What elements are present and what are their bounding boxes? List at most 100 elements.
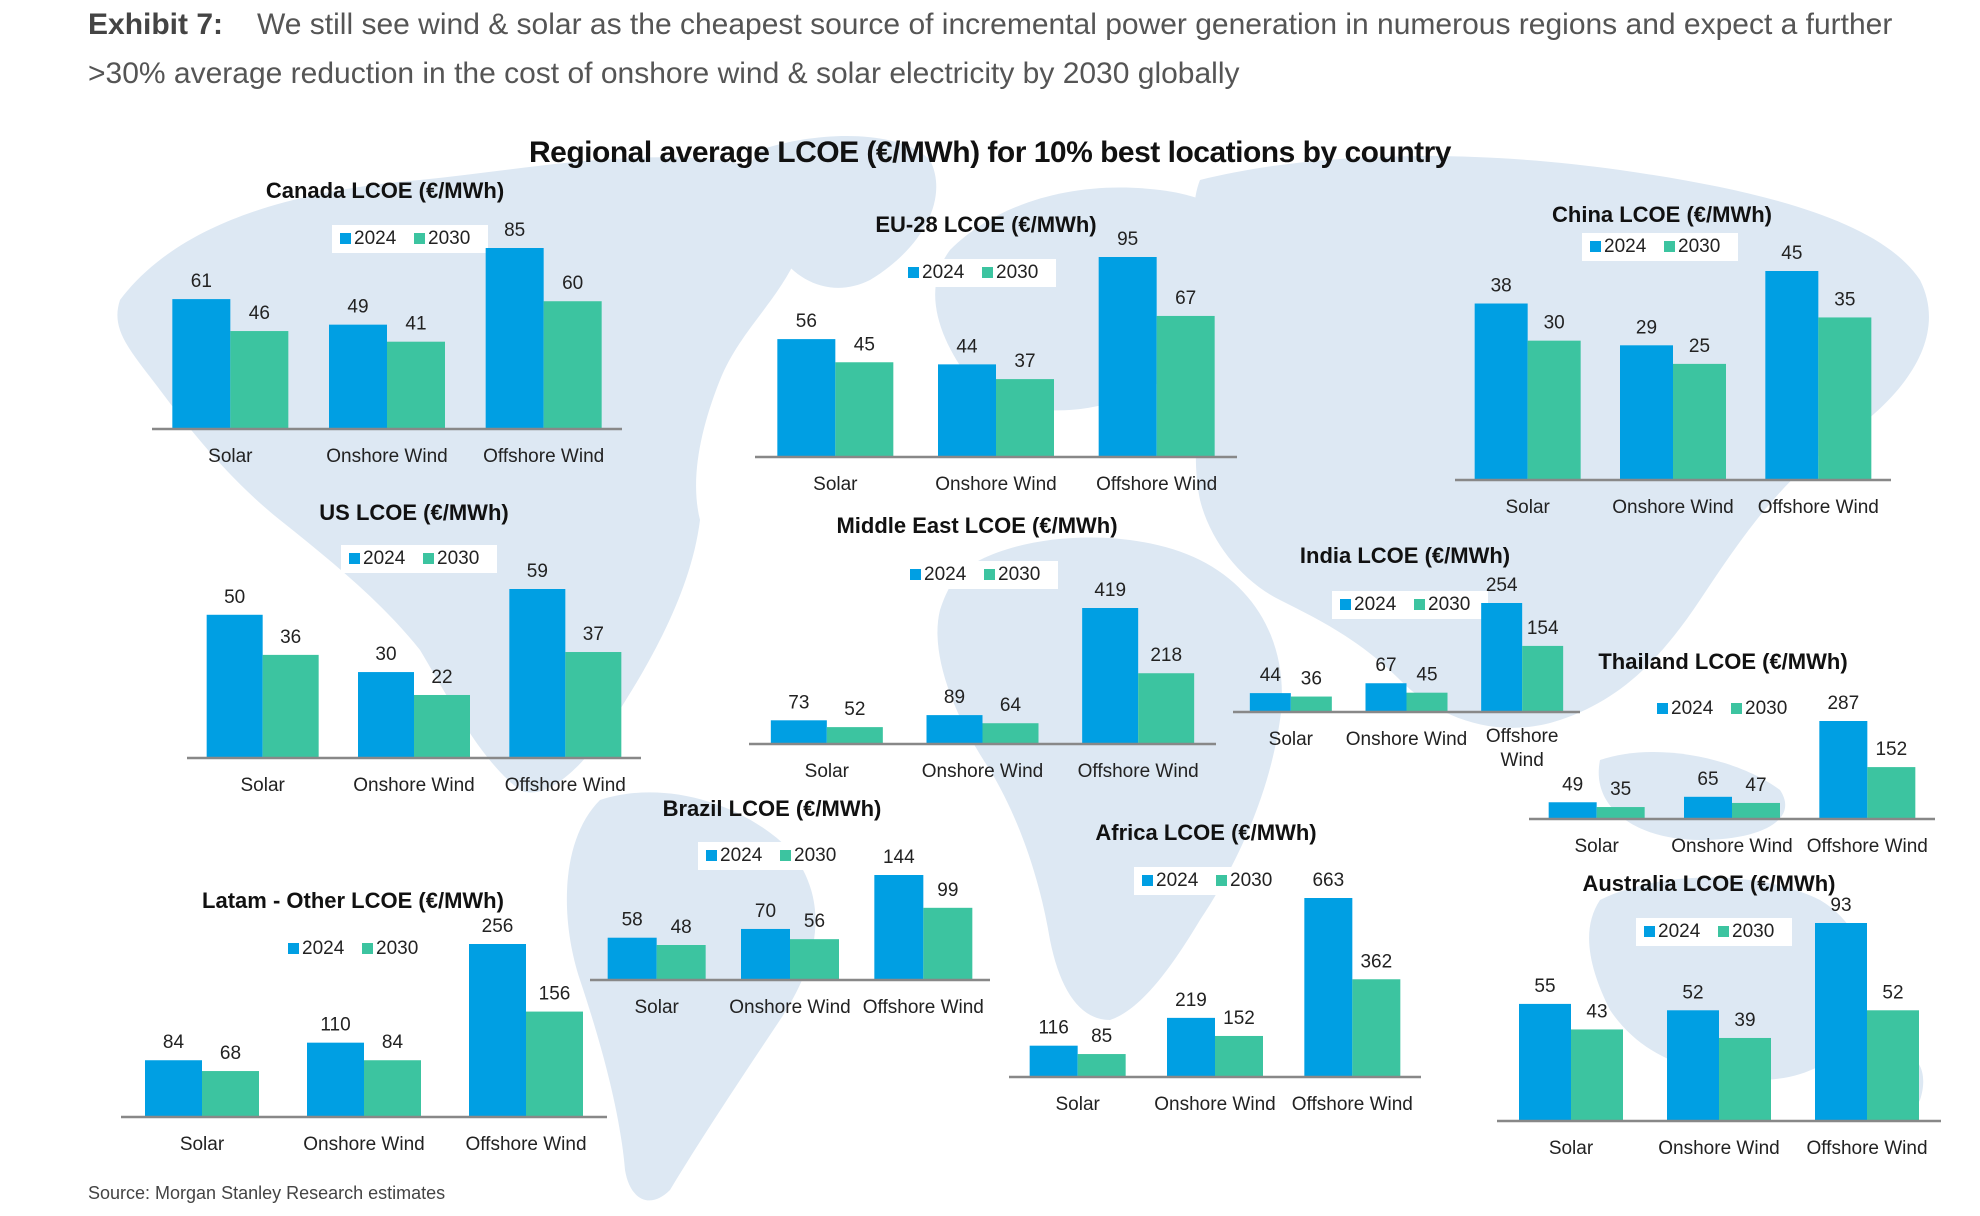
legend-swatch-2024	[706, 850, 717, 861]
legend: 2024 2030	[698, 842, 854, 870]
bar-onshore-wind-2030	[1732, 802, 1780, 819]
data-label: 362	[1360, 951, 1392, 972]
data-label: 30	[375, 644, 396, 665]
legend-swatch-2024	[908, 267, 919, 278]
bar-offshore-wind-2024	[509, 589, 566, 758]
bar-offshore-wind-2030	[526, 1011, 583, 1117]
legend-label-2024: 2024	[1671, 698, 1714, 719]
bar-solar-2030	[835, 362, 894, 457]
legend: 2024 2030	[341, 545, 497, 573]
data-label: 85	[1091, 1026, 1112, 1047]
chart-title: EU-28 LCOE (€/MWh)	[875, 212, 1096, 237]
data-label: 154	[1527, 618, 1559, 639]
category-label: Solar	[813, 474, 858, 495]
legend-swatch-2030	[982, 267, 993, 278]
data-label: 44	[1260, 665, 1282, 686]
bar-solar-2030	[656, 945, 706, 980]
legend-background	[902, 561, 1058, 589]
legend: 2024 2030	[900, 259, 1056, 287]
chart-title: US LCOE (€/MWh)	[319, 500, 508, 525]
data-label: 663	[1312, 870, 1344, 891]
category-label: Wind	[1501, 750, 1544, 771]
source-note: Source: Morgan Stanley Research estimate…	[88, 1183, 446, 1203]
bar-solar-2024	[145, 1060, 202, 1117]
category-label: Offshore Wind	[1806, 1138, 1927, 1159]
data-label: 156	[539, 984, 571, 1005]
bar-offshore-wind-2030	[1867, 1010, 1919, 1121]
chart-canada: Canada LCOE (€/MWh) 2024 2030 61 46 Solar 49 41…	[152, 178, 622, 467]
chart-title: Middle East LCOE (€/MWh)	[836, 513, 1117, 538]
bar-offshore-wind-2024	[485, 248, 544, 429]
bar-onshore-wind-2030	[387, 341, 445, 429]
chart-brazil: Brazil LCOE (€/MWh) 2024 2030 58 48 Solar 70 56…	[590, 796, 990, 1018]
bar-offshore-wind-2024	[1481, 603, 1523, 712]
bar-solar-2030	[1571, 1029, 1623, 1121]
bar-solar-2030	[262, 654, 319, 758]
legend-label-2024: 2024	[1658, 921, 1701, 942]
legend: 2024 2030	[1332, 591, 1488, 619]
legend-swatch-2030	[423, 553, 434, 564]
bar-onshore-wind-2024	[741, 928, 790, 980]
bar-solar-2024	[607, 937, 657, 980]
bar-solar-2030	[230, 331, 289, 429]
legend-label-2024: 2024	[922, 262, 965, 283]
data-label: 45	[1416, 665, 1437, 686]
data-label: 144	[883, 847, 915, 868]
data-label: 110	[320, 1015, 350, 1036]
data-label: 39	[1734, 1010, 1755, 1031]
chart-title: Latam - Other LCOE (€/MWh)	[202, 888, 504, 913]
chart-main-title: Regional average LCOE (€/MWh) for 10% be…	[528, 136, 1452, 169]
bar-solar-2030	[1596, 807, 1645, 819]
legend: 2024 2030	[1636, 918, 1792, 946]
category-label: Solar	[1269, 729, 1314, 750]
data-label: 84	[382, 1032, 404, 1053]
category-label: Offshore Wind	[1292, 1094, 1413, 1115]
legend-label-2030: 2030	[437, 548, 479, 569]
data-label: 41	[405, 314, 426, 335]
category-label: Onshore Wind	[1671, 836, 1792, 857]
bar-solar-2030	[1527, 340, 1581, 480]
data-label: 45	[1781, 243, 1802, 264]
legend-label-2024: 2024	[1354, 594, 1397, 615]
bar-offshore-wind-2024	[874, 875, 924, 980]
category-label: Solar	[1055, 1094, 1100, 1115]
bar-onshore-wind-2030	[414, 694, 470, 758]
category-label: Solar	[240, 775, 285, 796]
data-label: 287	[1827, 693, 1859, 714]
data-label: 35	[1834, 289, 1855, 310]
data-label: 35	[1610, 779, 1631, 800]
data-label: 219	[1175, 990, 1207, 1011]
data-label: 67	[1175, 288, 1196, 309]
legend-swatch-2030	[1664, 241, 1675, 252]
legend-swatch-2030	[362, 943, 373, 954]
bar-solar-2024	[206, 614, 263, 758]
data-label: 38	[1491, 276, 1512, 297]
legend-label-2030: 2030	[1732, 921, 1774, 942]
bar-offshore-wind-2024	[1098, 257, 1157, 457]
bar-offshore-wind-2024	[469, 944, 526, 1117]
exhibit-text: We still see wind & solar as the cheapes…	[88, 8, 1893, 90]
bar-offshore-wind-2030	[1818, 317, 1872, 480]
legend: 2024 2030	[1649, 695, 1805, 723]
legend: 2024 2030	[1134, 867, 1290, 895]
data-label: 52	[1682, 982, 1703, 1003]
chart-thailand: Thailand LCOE (€/MWh) 2024 2030 49 35 Solar 65…	[1529, 649, 1935, 857]
bar-offshore-wind-2030	[1352, 979, 1401, 1077]
legend-swatch-2024	[1590, 241, 1601, 252]
data-label: 22	[431, 667, 452, 688]
category-label: Onshore Wind	[303, 1134, 424, 1155]
legend-background	[341, 545, 497, 573]
bar-offshore-wind-2030	[543, 301, 602, 429]
chart-australia: Australia LCOE (€/MWh) 2024 2030 55 43 Solar 5…	[1497, 871, 1941, 1159]
data-label: 256	[482, 916, 514, 937]
legend-swatch-2024	[340, 233, 351, 244]
legend-background	[1582, 233, 1738, 261]
bar-onshore-wind-2024	[1684, 796, 1732, 819]
bar-onshore-wind-2030	[1406, 692, 1448, 712]
data-label: 47	[1745, 775, 1766, 796]
category-label: Onshore Wind	[1154, 1094, 1275, 1115]
category-label: Offshore Wind	[465, 1134, 586, 1155]
data-label: 59	[527, 561, 548, 582]
legend-swatch-2024	[1644, 926, 1655, 937]
